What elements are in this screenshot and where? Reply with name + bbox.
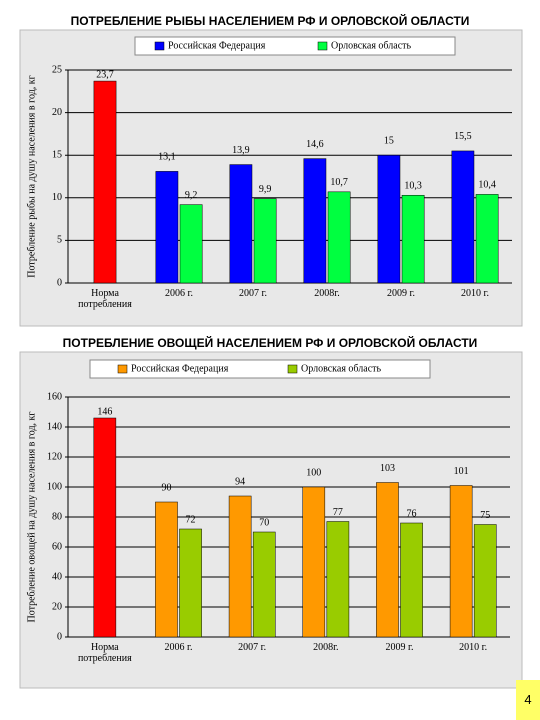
bar: [179, 528, 202, 638]
bar: [475, 194, 499, 284]
y-tick-label: 0: [57, 631, 62, 642]
data-label: 146: [97, 406, 112, 417]
page-number: 4: [516, 680, 540, 720]
x-tick-label: Норма потребления: [78, 288, 132, 310]
y-tick-label: 20: [52, 601, 62, 612]
bar: [401, 194, 425, 284]
x-tick-label: 2009 г.: [385, 642, 414, 653]
data-label: 10,4: [478, 180, 496, 191]
y-tick-label: 0: [57, 277, 62, 288]
bar: [376, 482, 399, 638]
y-axis-label: Потребление рыбы на душу населения в год…: [26, 75, 37, 277]
norm-bar: [93, 80, 117, 284]
y-tick-label: 160: [47, 391, 62, 402]
data-label: 15,5: [454, 131, 472, 142]
y-tick-label: 10: [52, 192, 62, 203]
norm-bar: [93, 417, 117, 638]
legend-label: Российская Федерация: [168, 40, 266, 51]
data-label: 100: [306, 467, 321, 478]
y-tick-label: 100: [47, 481, 62, 492]
y-tick-label: 120: [47, 451, 62, 462]
y-axis-label: Потребление овощей на душу населения в г…: [26, 411, 37, 622]
x-tick-label: 2010 г.: [461, 288, 489, 299]
data-label: 9,2: [185, 190, 198, 201]
bar: [253, 198, 277, 284]
legend-box: [134, 36, 456, 56]
data-label: 103: [380, 463, 395, 474]
bar: [400, 522, 423, 638]
data-label: 101: [454, 466, 469, 477]
chart-title: ПОТРЕБЛЕНИЕ РЫБЫ НАСЕЛЕНИЕМ РФ И ОРЛОВСК…: [71, 13, 470, 28]
bar: [326, 521, 350, 638]
data-label: 72: [186, 514, 196, 525]
legend-box: [89, 359, 431, 379]
data-label: 94: [235, 476, 245, 487]
x-tick-label: 2008г.: [314, 288, 340, 299]
bar: [449, 485, 473, 638]
chart-title: ПОТРЕБЛЕНИЕ ОВОЩЕЙ НАСЕЛЕНИЕМ РФ И ОРЛОВ…: [63, 335, 478, 350]
bar: [155, 501, 178, 638]
data-label: 70: [259, 517, 269, 528]
x-tick-label: 2008г.: [313, 642, 339, 653]
data-label: 13,9: [232, 145, 250, 156]
y-tick-label: 40: [52, 571, 62, 582]
bar: [229, 164, 253, 284]
x-tick-label: 2007 г.: [239, 288, 267, 299]
y-tick-label: 15: [52, 149, 62, 160]
data-label: 75: [480, 510, 490, 521]
data-label: 15: [384, 135, 394, 146]
x-tick-label: Норма потребления: [77, 642, 132, 664]
x-tick-label: 2007 г.: [238, 642, 267, 653]
x-tick-label: 2009 г.: [387, 288, 415, 299]
bar: [377, 154, 401, 284]
x-tick-label: 2006 г.: [164, 642, 193, 653]
data-label: 9,9: [259, 184, 272, 195]
data-label: 23,7: [96, 69, 114, 80]
data-label: 13,1: [158, 152, 176, 163]
y-tick-label: 60: [52, 541, 62, 552]
legend-label: Орловская область: [331, 40, 412, 51]
bar: [252, 531, 276, 638]
legend-swatch: [287, 364, 298, 374]
x-tick-label: 2010 г.: [459, 642, 488, 653]
bar: [473, 524, 497, 638]
data-label: 10,3: [404, 181, 422, 192]
legend-label: Орловская область: [301, 363, 382, 374]
legend-swatch: [154, 41, 165, 51]
bar: [179, 204, 203, 284]
data-label: 10,7: [330, 177, 348, 188]
bar: [451, 150, 475, 284]
y-tick-label: 5: [57, 235, 62, 246]
y-tick-label: 20: [52, 107, 62, 118]
bar: [303, 158, 327, 284]
data-label: 14,6: [306, 139, 324, 150]
legend-swatch: [117, 364, 128, 374]
y-tick-label: 80: [52, 511, 62, 522]
data-label: 90: [161, 482, 171, 493]
legend-label: Российская Федерация: [131, 363, 229, 374]
legend-swatch: [317, 41, 328, 51]
x-tick-label: 2006 г.: [165, 288, 193, 299]
y-tick-label: 140: [47, 421, 62, 432]
bar: [228, 495, 252, 638]
y-tick-label: 25: [52, 64, 62, 75]
bar: [327, 191, 351, 284]
bar: [302, 486, 326, 638]
bar: [155, 171, 179, 284]
data-label: 77: [333, 507, 343, 518]
data-label: 76: [407, 508, 417, 519]
